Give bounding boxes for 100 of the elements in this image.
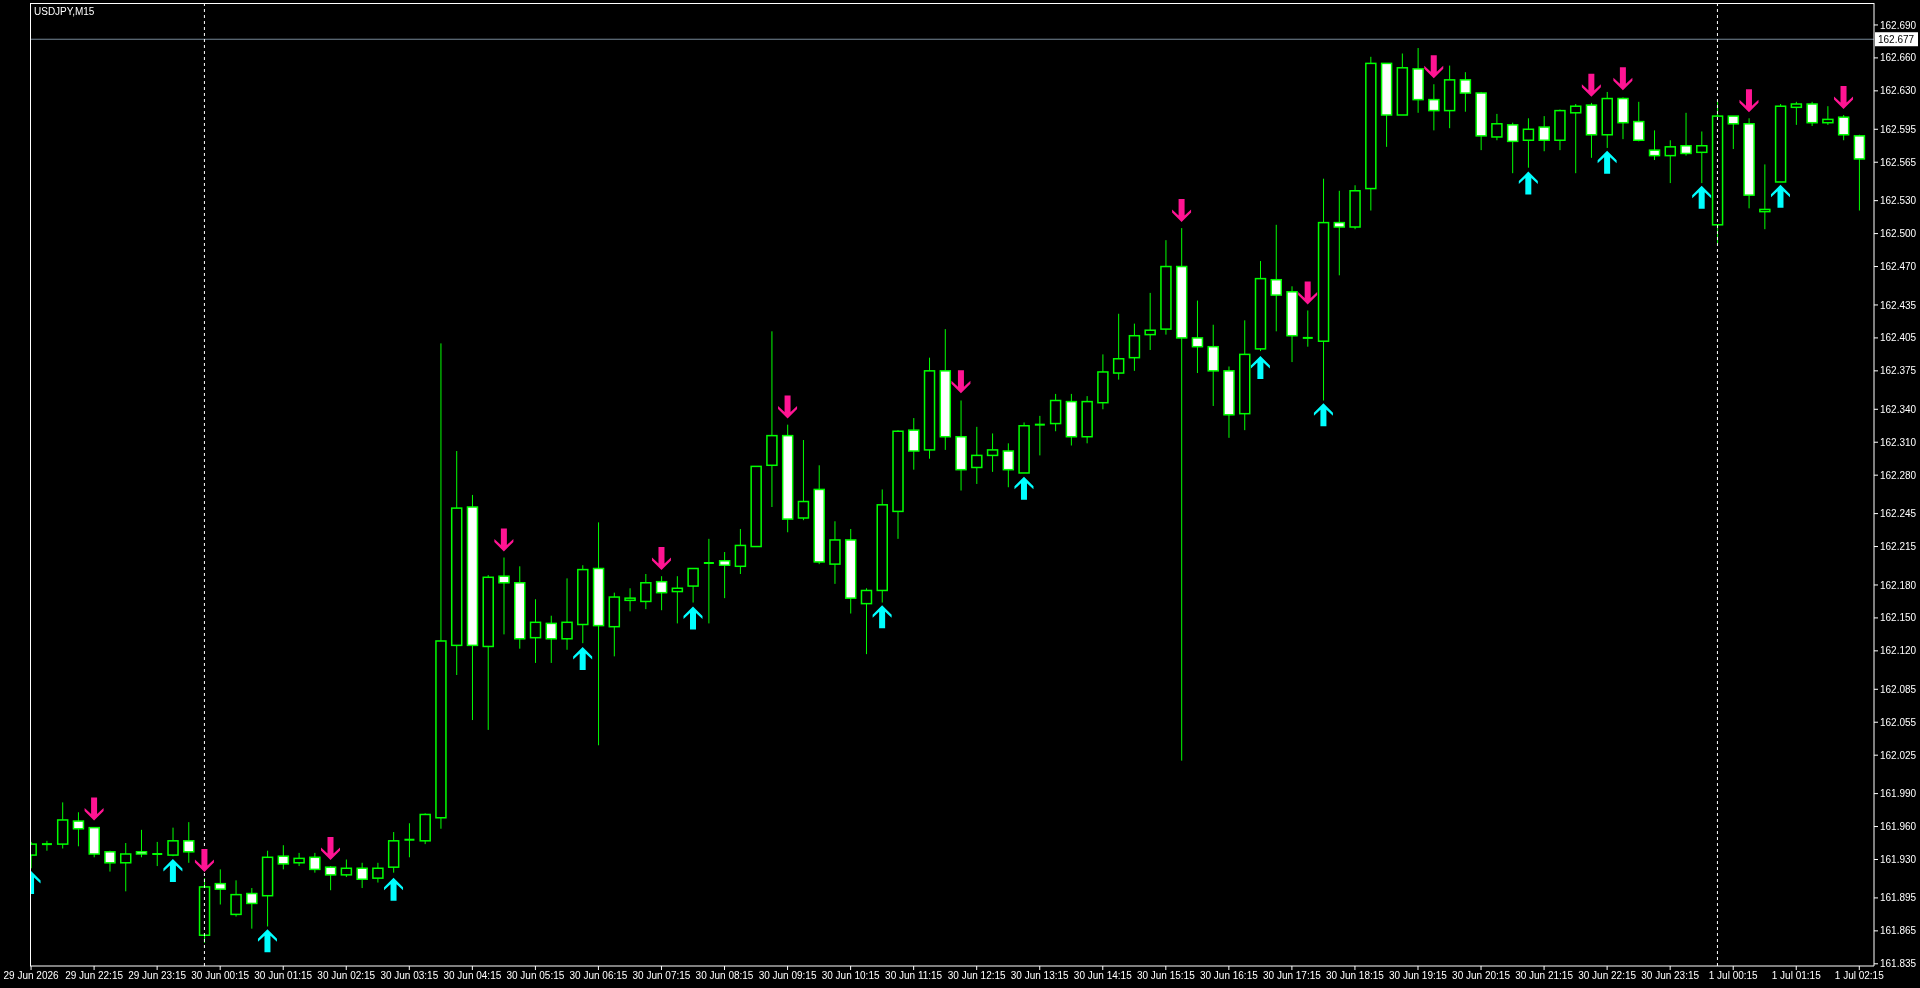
point (1597, 150, 1617, 174)
x-tick-label: 30 Jun 04:15 (443, 970, 502, 982)
candlestick (1837, 114, 1850, 141)
x-tick-label: 30 Jun 01:15 (254, 970, 313, 982)
point (1834, 85, 1854, 109)
point (1692, 185, 1712, 209)
candlestick (1790, 101, 1803, 126)
candlestick (40, 840, 53, 852)
candlestick (1002, 442, 1015, 488)
candlestick (1696, 130, 1708, 184)
y-tick-label: 162.150 (1880, 612, 1917, 624)
candlestick (545, 615, 558, 664)
x-tick-label: 1 Jul 00:15 (1708, 970, 1759, 982)
y-tick-label: 162.565 (1880, 156, 1917, 168)
point (651, 547, 671, 571)
y-tick-label: 161.865 (1880, 925, 1917, 937)
point (1250, 356, 1270, 380)
x-tick-label: 30 Jun 17:15 (1262, 970, 1322, 982)
candlestick (1049, 393, 1062, 432)
point (1739, 89, 1759, 113)
candlestick (1428, 83, 1440, 131)
candlestick (1806, 101, 1818, 127)
candlestick (1538, 115, 1550, 152)
x-tick-label: 30 Jun 15:15 (1136, 970, 1196, 982)
x-tick-label: 30 Jun 11:15 (885, 970, 943, 982)
candlestick (734, 528, 747, 575)
candlestick (1759, 163, 1771, 230)
y-tick-label: 161.930 (1880, 854, 1917, 866)
y-tick-label: 162.085 (1880, 683, 1917, 695)
candlestick (1633, 101, 1645, 142)
candlestick (1727, 115, 1740, 150)
candlestick (119, 842, 132, 892)
point (84, 797, 104, 821)
x-tick-label: 30 Jun 22:15 (1578, 970, 1637, 982)
candlestick (403, 822, 416, 858)
point (778, 395, 798, 419)
candlestick (624, 587, 636, 612)
candlestick (1270, 224, 1283, 332)
candlestick (1648, 129, 1661, 161)
candlestick (372, 862, 384, 884)
candlestick (1853, 134, 1866, 212)
y-tick-label: 162.245 (1880, 508, 1917, 520)
point (872, 605, 892, 629)
point (1518, 171, 1538, 195)
x-tick-label: 1 Jul 01:15 (1771, 970, 1822, 982)
candlestick (655, 575, 668, 611)
candlestick (246, 887, 258, 930)
y-tick-label: 162.120 (1880, 645, 1917, 657)
point (194, 849, 214, 873)
y-tick-label: 162.215 (1880, 541, 1917, 553)
candlestick (1033, 415, 1046, 456)
y-tick-label: 162.630 (1880, 85, 1917, 97)
candlestick (151, 841, 164, 867)
candlestick (986, 432, 999, 473)
y-tick-label: 161.835 (1880, 958, 1917, 970)
x-tick-label: 30 Jun 23:15 (1641, 970, 1700, 982)
x-tick-label: 29 Jun 2026 (3, 970, 60, 982)
candlestick (1491, 113, 1503, 141)
x-tick-label: 29 Jun 22:15 (65, 970, 124, 982)
candlestick (529, 598, 542, 664)
x-tick-label: 30 Jun 18:15 (1326, 970, 1385, 982)
x-tick-label: 1 Jul 02:15 (1834, 970, 1885, 982)
point (1424, 55, 1444, 79)
y-tick-label: 162.470 (1880, 261, 1917, 273)
candlestick (561, 577, 573, 651)
x-tick-label: 30 Jun 07:15 (632, 970, 691, 982)
candlestick (1128, 323, 1141, 372)
point (257, 929, 277, 953)
candlestick (72, 811, 85, 847)
y-tick-label: 162.340 (1880, 403, 1917, 415)
chart-title: USDJPY,M15 (34, 6, 95, 18)
candlestick (860, 587, 873, 655)
candlestick (309, 852, 321, 874)
y-tick-label: 162.025 (1880, 749, 1917, 761)
point (1014, 476, 1034, 500)
candlestick (1822, 105, 1834, 126)
candlestick (498, 557, 510, 635)
candlestick (640, 573, 652, 610)
candlestick (908, 417, 920, 471)
candlestick (214, 868, 227, 906)
candlestick (293, 852, 305, 867)
y-tick-label: 162.530 (1880, 195, 1917, 207)
point (494, 528, 514, 552)
y-tick-label: 162.280 (1880, 469, 1917, 481)
x-tick-label: 30 Jun 20:15 (1452, 970, 1511, 982)
x-tick-label: 30 Jun 09:15 (758, 970, 817, 982)
point (163, 858, 183, 882)
x-tick-label: 30 Jun 03:15 (380, 970, 439, 982)
candlestick (971, 426, 983, 485)
y-tick-label: 161.990 (1880, 788, 1917, 800)
candlestick (324, 865, 337, 891)
point (1770, 184, 1790, 208)
candlestick (1506, 122, 1519, 174)
candlestick (1144, 292, 1156, 351)
y-tick-label: 161.895 (1880, 892, 1917, 904)
y-tick-label: 162.310 (1880, 436, 1917, 448)
y-tick-label: 162.690 (1880, 19, 1917, 31)
y-tick-label: 162.435 (1880, 299, 1917, 311)
x-tick-label: 30 Jun 13:15 (1010, 970, 1070, 982)
y-tick-label: 162.405 (1880, 332, 1917, 344)
